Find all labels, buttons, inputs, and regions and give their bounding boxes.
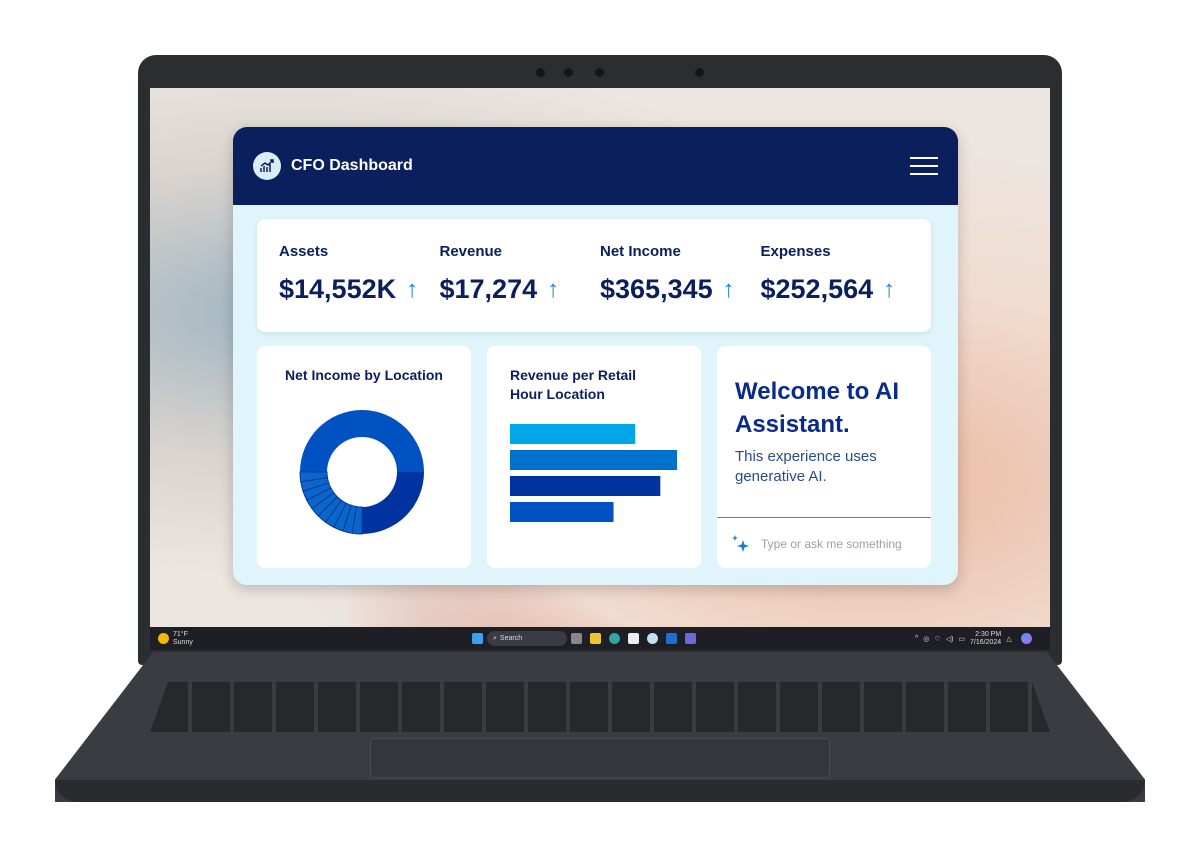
- bar: [510, 450, 677, 470]
- arrow-up-icon: ↑: [722, 275, 735, 303]
- kpi-net-income: Net Income $365,345 ↑: [600, 219, 761, 332]
- network-icon[interactable]: ◎: [923, 635, 930, 643]
- arrow-up-icon: ↑: [547, 275, 560, 303]
- search-box[interactable]: ⌕ Search: [487, 631, 567, 646]
- copilot-icon[interactable]: [1020, 633, 1032, 644]
- app-icon[interactable]: [647, 633, 658, 644]
- keyboard: [150, 682, 1050, 732]
- volume-icon[interactable]: ◁): [945, 635, 954, 643]
- outlook-icon[interactable]: [666, 633, 677, 644]
- revenue-card[interactable]: Revenue per Retail Hour Location: [487, 346, 701, 568]
- time: 2:30 PM: [975, 630, 1002, 638]
- arrow-up-icon: ↑: [883, 275, 896, 303]
- teams-icon[interactable]: [685, 633, 696, 644]
- kpi-label: Revenue: [439, 243, 503, 260]
- weather-text: Sunny: [173, 638, 193, 646]
- camera-sensor: [695, 68, 704, 77]
- camera-sensor: [536, 68, 545, 77]
- windows-start-icon[interactable]: [472, 633, 483, 644]
- file-explorer-icon[interactable]: [590, 633, 601, 644]
- sparkle-icon: [732, 535, 749, 552]
- webcam: [595, 68, 604, 77]
- chart-title: Revenue per Retail Hour Location: [510, 367, 637, 402]
- kpi-panel: Assets $14,552K ↑ Revenue $17,274 ↑ Net Inco…: [257, 219, 931, 332]
- kpi-label: Assets: [279, 243, 329, 260]
- kpi-value: $252,564: [760, 274, 874, 304]
- kpi-value: $365,345: [600, 274, 713, 304]
- donut-slice: [362, 472, 424, 534]
- ai-title: Welcome to AI Assistant.: [735, 378, 900, 438]
- date: 7/16/2024: [970, 638, 1002, 646]
- laptop-base-edge: [55, 780, 1145, 802]
- camera-sensor: [564, 68, 573, 77]
- donut-slice: [299, 471, 329, 483]
- donut-slice: [300, 410, 424, 472]
- wifi-icon[interactable]: ♡: [934, 635, 941, 643]
- hamburger-menu-icon[interactable]: [910, 157, 938, 175]
- search-icon: ⌕: [493, 634, 497, 642]
- kpi-label: Expenses: [760, 243, 831, 260]
- kpi-expenses: Expenses $252,564 ↑: [761, 219, 922, 332]
- edge-icon[interactable]: [609, 633, 620, 644]
- ai-placeholder: Type or ask me something: [761, 537, 902, 551]
- search-label: Search: [499, 635, 523, 642]
- screen: CFO Dashboard Assets $14,552K ↑ Revenue $17…: [150, 88, 1050, 650]
- dashboard-title: CFO Dashboard: [291, 157, 413, 174]
- cfo-dashboard-window: CFO Dashboard Assets $14,552K ↑ Revenue $17…: [233, 127, 958, 585]
- bar: [510, 502, 614, 522]
- chart-growth-icon: [253, 152, 281, 180]
- net-income-card[interactable]: Net Income by Location: [257, 346, 471, 568]
- dashboard-header: CFO Dashboard: [233, 127, 958, 205]
- chevron-up-icon[interactable]: ^: [915, 635, 919, 642]
- kpi-value: $14,552K: [279, 274, 397, 304]
- store-icon[interactable]: [628, 633, 639, 644]
- donut-chart: [299, 410, 424, 535]
- arrow-up-icon: ↑: [406, 275, 419, 303]
- task-view-icon[interactable]: [571, 633, 582, 644]
- ai-prompt-input[interactable]: Type or ask me something: [717, 517, 931, 554]
- touchpad: [370, 738, 830, 778]
- clock[interactable]: 2:30 PM 7/16/2024: [970, 631, 1001, 647]
- bar: [510, 476, 661, 496]
- ai-subtitle: This experience uses generative AI.: [735, 448, 877, 485]
- kpi-label: Net Income: [600, 243, 681, 260]
- temperature: 71°F: [173, 630, 188, 638]
- ai-assistant-card: Welcome to AI Assistant. This experience…: [717, 346, 931, 568]
- kpi-assets: Assets $14,552K ↑: [279, 219, 440, 332]
- sun-icon: [158, 633, 169, 644]
- kpi-value: $17,274: [439, 274, 538, 304]
- bar: [510, 424, 636, 444]
- taskbar: 71°F Sunny ⌕ Search ^ ◎ ♡ ◁) ▭ 2:30 PM 7/16…: [150, 627, 1050, 650]
- kpi-revenue: Revenue $17,274 ↑: [440, 219, 601, 332]
- bar-chart: [510, 424, 677, 522]
- weather-widget[interactable]: 71°F Sunny: [158, 627, 193, 650]
- battery-icon[interactable]: ▭: [958, 635, 966, 643]
- bell-icon[interactable]: △: [1006, 635, 1012, 643]
- chart-title: Net Income by Location: [285, 367, 443, 383]
